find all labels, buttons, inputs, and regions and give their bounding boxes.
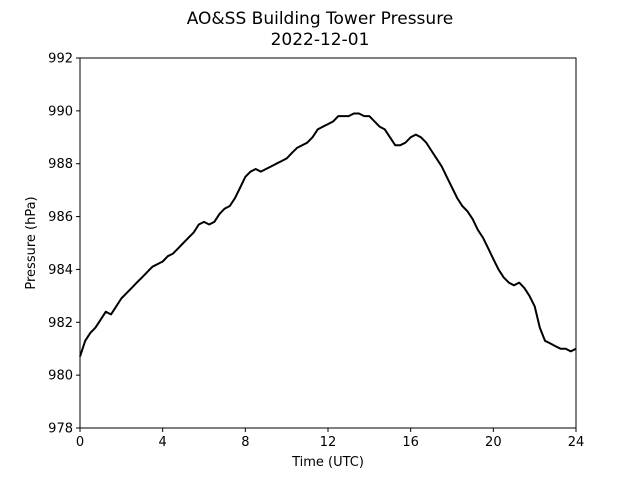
x-tick-label: 4 xyxy=(159,435,167,450)
pressure-line xyxy=(79,112,577,357)
x-tick-label: 20 xyxy=(485,435,502,450)
x-tick-label: 0 xyxy=(76,435,84,450)
x-tick-label: 24 xyxy=(568,435,585,450)
x-tick-label: 12 xyxy=(320,435,337,450)
y-tick-label: 978 xyxy=(48,422,73,437)
y-tick-label: 986 xyxy=(48,210,73,225)
y-tick-label: 988 xyxy=(48,157,73,172)
plot-area: 0 4 8 12 16 20 24 978 980 982 984 986 988 990 992 xyxy=(48,52,584,451)
y-tick-label: 980 xyxy=(48,369,73,384)
x-tick-label: 8 xyxy=(241,435,249,450)
x-axis-label: Time (UTC) xyxy=(291,455,364,470)
chart-title: AO&SS Building Tower Pressure xyxy=(187,9,454,29)
chart-subtitle: 2022-12-01 xyxy=(271,30,370,50)
y-tick-label: 990 xyxy=(48,104,73,119)
y-tick-label: 992 xyxy=(48,52,73,67)
y-axis-label: Pressure (hPa) xyxy=(24,196,39,289)
y-tick-label: 982 xyxy=(48,316,73,331)
x-tick-label: 16 xyxy=(402,435,419,450)
y-tick-label: 984 xyxy=(48,263,73,278)
plot-frame xyxy=(79,57,577,429)
